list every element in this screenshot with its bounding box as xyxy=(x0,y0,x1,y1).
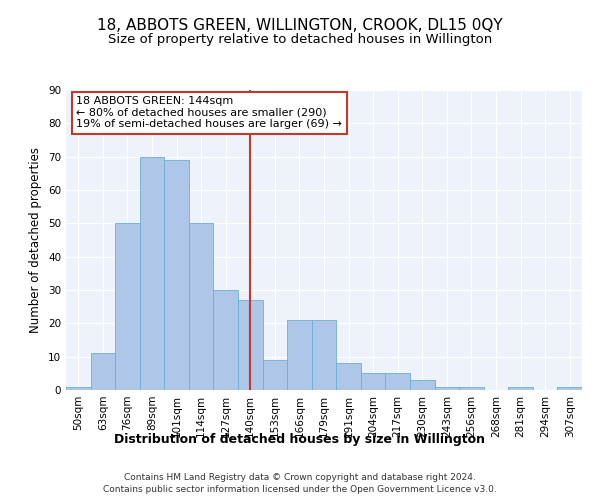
Text: Size of property relative to detached houses in Willington: Size of property relative to detached ho… xyxy=(108,32,492,46)
Bar xyxy=(336,364,361,390)
Bar xyxy=(508,386,533,390)
Bar xyxy=(312,320,336,390)
Bar xyxy=(91,354,115,390)
Bar xyxy=(263,360,287,390)
Bar xyxy=(361,374,385,390)
Bar xyxy=(238,300,263,390)
Bar xyxy=(164,160,189,390)
Text: Distribution of detached houses by size in Willington: Distribution of detached houses by size … xyxy=(115,432,485,446)
Bar xyxy=(410,380,434,390)
Bar xyxy=(287,320,312,390)
Text: 18 ABBOTS GREEN: 144sqm
← 80% of detached houses are smaller (290)
19% of semi-d: 18 ABBOTS GREEN: 144sqm ← 80% of detache… xyxy=(76,96,342,129)
Bar xyxy=(189,224,214,390)
Bar xyxy=(385,374,410,390)
Bar xyxy=(434,386,459,390)
Bar xyxy=(115,224,140,390)
Bar xyxy=(140,156,164,390)
Bar xyxy=(214,290,238,390)
Y-axis label: Number of detached properties: Number of detached properties xyxy=(29,147,43,333)
Text: Contains public sector information licensed under the Open Government Licence v3: Contains public sector information licen… xyxy=(103,485,497,494)
Bar xyxy=(459,386,484,390)
Bar xyxy=(557,386,582,390)
Text: Contains HM Land Registry data © Crown copyright and database right 2024.: Contains HM Land Registry data © Crown c… xyxy=(124,472,476,482)
Bar xyxy=(66,386,91,390)
Text: 18, ABBOTS GREEN, WILLINGTON, CROOK, DL15 0QY: 18, ABBOTS GREEN, WILLINGTON, CROOK, DL1… xyxy=(97,18,503,32)
